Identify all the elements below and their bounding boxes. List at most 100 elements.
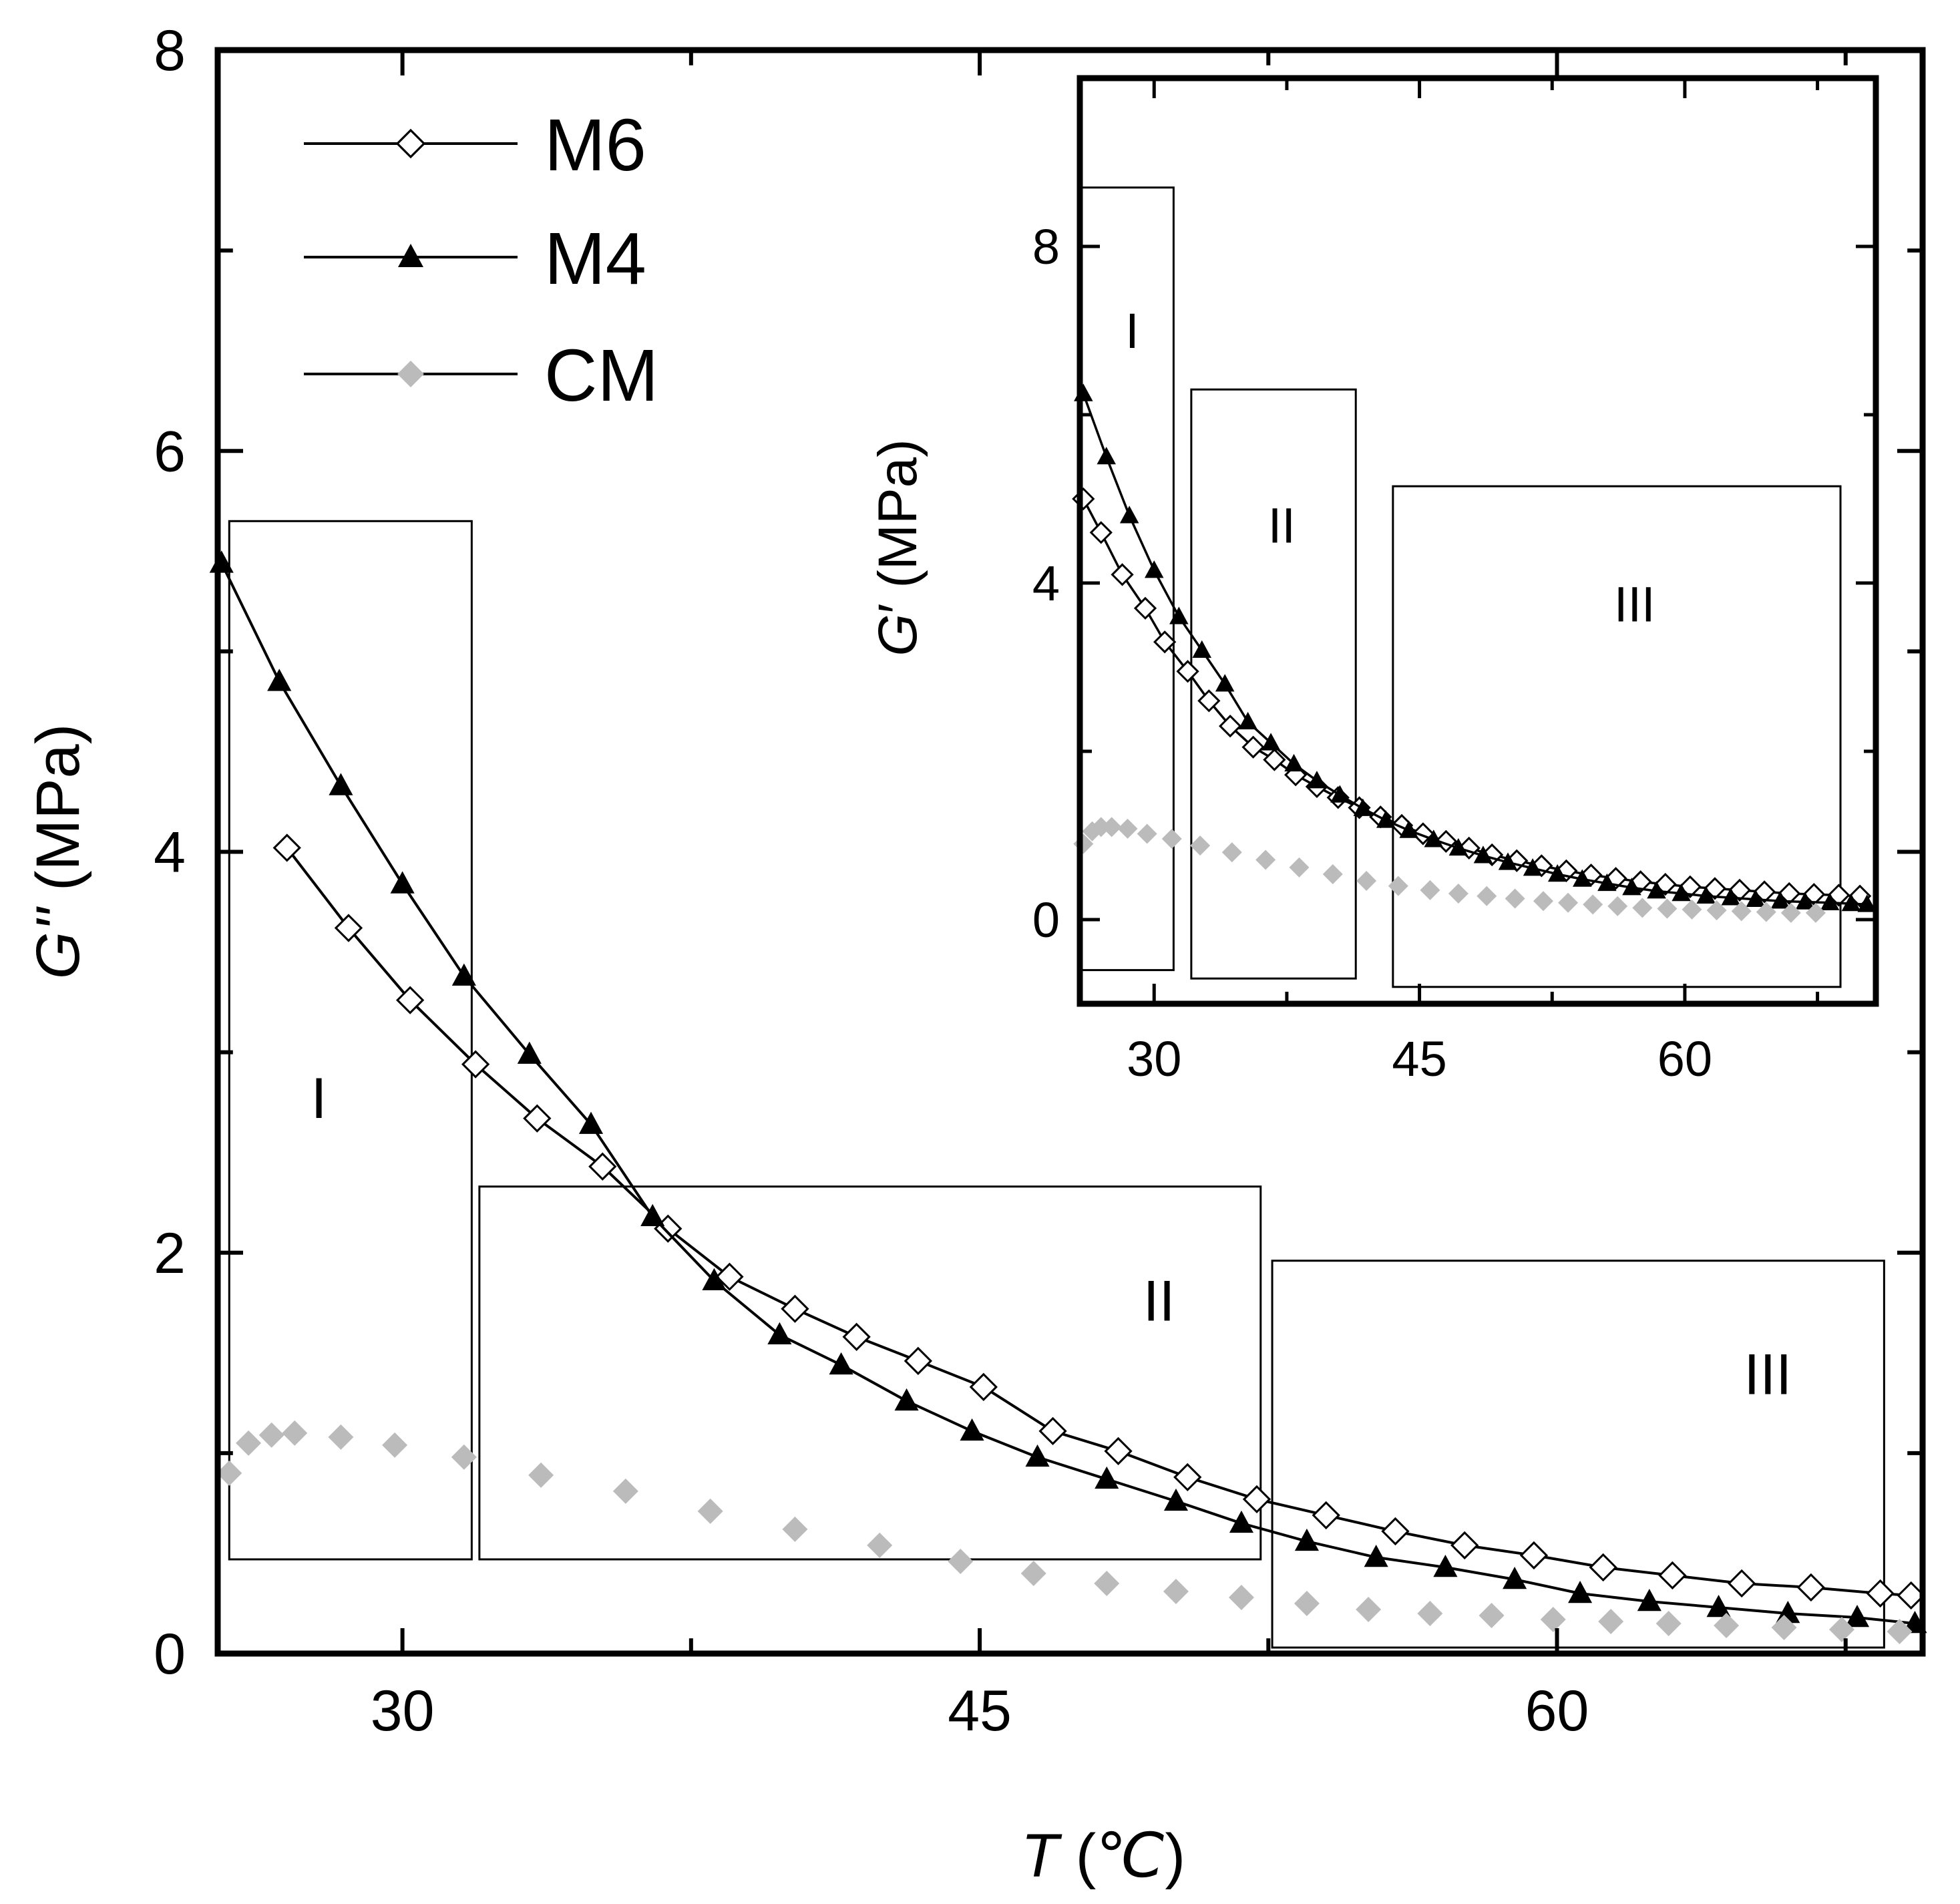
inset-data-point-m6: [1111, 563, 1134, 586]
inset-data-point-cm: [1706, 900, 1727, 921]
inset-data-point-cm: [1657, 898, 1678, 919]
inset-series-m4: [1074, 383, 1877, 912]
main-data-point-cm: [1714, 1612, 1740, 1638]
inset-data-point-cm: [1583, 894, 1603, 915]
inset-data-point-m4: [1399, 820, 1418, 838]
main-series-m4: [209, 550, 1927, 1634]
inset-data-point-m6: [1133, 596, 1157, 620]
inset-data-point-cm: [1101, 817, 1122, 837]
inset-data-point-m4: [1424, 829, 1444, 847]
main-y-tick-label: 6: [154, 419, 186, 484]
main-series-m6: [272, 833, 1925, 1610]
main-series: [209, 550, 1927, 1644]
main-data-point-m4: [702, 1268, 727, 1291]
main-data-point-m4: [451, 963, 476, 986]
inset-data-point-m6: [1089, 521, 1113, 544]
legend-label-m6: M6: [544, 104, 646, 186]
inset-data-point-m6: [1219, 715, 1242, 738]
main-data-point-m4: [1706, 1594, 1731, 1617]
inset-y-tick-label: 4: [1032, 556, 1060, 611]
main-data-point-cm: [1094, 1570, 1120, 1596]
legend-marker-m4: [398, 244, 423, 267]
main-data-point-m4: [894, 1388, 919, 1411]
main-data-point-cm: [1417, 1600, 1443, 1626]
inset-data-point-cm: [1322, 864, 1343, 884]
legend-entry-cm: CM: [304, 335, 658, 417]
inset-data-point-m4: [1238, 711, 1257, 730]
legend-entry-m4: M4: [304, 218, 646, 300]
main-data-point-cm: [1540, 1606, 1566, 1632]
inset-data-point-m4: [1376, 810, 1396, 828]
main-data-point-cm: [1828, 1616, 1854, 1642]
inset-data-point-m4: [1145, 560, 1164, 578]
inset-data-point-cm: [1091, 817, 1111, 837]
main-data-point-m4: [1503, 1566, 1527, 1589]
main-data-point-m4: [640, 1203, 665, 1226]
inset-data-point-m4: [1192, 640, 1212, 658]
main-data-point-m6: [1658, 1561, 1687, 1590]
main-data-point-m6: [1242, 1485, 1271, 1514]
inset-x-tick-label: 60: [1657, 1031, 1712, 1087]
main-data-point-m6: [1897, 1581, 1925, 1610]
inset-data-point-m4: [1547, 864, 1567, 882]
main-data-point-cm: [282, 1420, 308, 1446]
main-data-point-m6: [1381, 1517, 1410, 1546]
inset-data-point-cm: [1356, 871, 1377, 892]
inset-region-box-iii: [1392, 485, 1842, 988]
inset-data-point-m4: [1841, 894, 1861, 912]
main-data-point-m6: [272, 833, 301, 862]
inset-data-point-cm: [1448, 883, 1468, 904]
inset-data-point-cm: [1477, 886, 1497, 906]
main-region-label-i: I: [311, 1067, 327, 1131]
main-data-point-cm: [258, 1422, 284, 1448]
inset-series: [1072, 383, 1877, 923]
inset-data-point-cm: [1558, 892, 1579, 913]
main-x-tick-label: 60: [1525, 1679, 1589, 1743]
inset-region-label-i: I: [1125, 303, 1139, 359]
main-data-point-m4: [960, 1418, 984, 1441]
inset-data-point-m4: [1597, 873, 1617, 892]
main-y-tick-label: 2: [154, 1221, 186, 1286]
inset-data-point-m4: [1307, 771, 1327, 789]
inset-data-point-m4: [1857, 894, 1877, 912]
main-data-point-m6: [1038, 1416, 1067, 1446]
inset-data-point-cm: [1607, 896, 1628, 916]
main-data-point-cm: [1163, 1578, 1189, 1604]
inset-data-point-m4: [1672, 883, 1691, 902]
main-data-point-cm: [528, 1462, 554, 1488]
inset-data-point-m4: [1284, 753, 1304, 772]
inset-y-axis-title: G′ (MPa): [867, 439, 928, 656]
inset-x-tick-label: 45: [1392, 1031, 1446, 1087]
main-data-point-m4: [1095, 1466, 1119, 1489]
inset-data-point-cm: [1388, 876, 1408, 896]
inset-data-point-m4: [1473, 845, 1493, 864]
main-data-point-cm: [948, 1548, 974, 1574]
inset-data-point-m6: [1153, 630, 1177, 654]
main-data-point-m6: [1173, 1463, 1202, 1492]
main-data-point-cm: [1479, 1602, 1505, 1628]
main-data-point-m6: [588, 1152, 617, 1181]
legend-label-cm: CM: [544, 335, 658, 417]
inset-data-point-cm: [1780, 902, 1801, 923]
inset-data-point-cm: [1420, 880, 1440, 900]
main-data-point-m6: [1589, 1553, 1617, 1582]
inset-data-point-m4: [1261, 733, 1281, 751]
main-data-point-m6: [715, 1262, 744, 1291]
main-x-tick-label: 30: [371, 1679, 435, 1743]
inset-data-point-cm: [1190, 835, 1211, 856]
inset-data-point-cm: [1221, 842, 1242, 863]
inset-background: [1076, 75, 1878, 1004]
inset-data-point-cm: [1289, 857, 1310, 878]
main-data-point-m6: [969, 1372, 998, 1401]
main-data-point-m6: [1866, 1579, 1895, 1608]
inset-region-label-ii: II: [1268, 498, 1296, 554]
y-axis-title: G'' (MPa): [24, 724, 92, 980]
main-data-point-m6: [1450, 1531, 1479, 1560]
inset-data-point-m4: [1820, 892, 1840, 911]
inset-series-cm: [1073, 817, 1826, 923]
inset-data-point-cm: [1255, 849, 1276, 870]
main-regions: [228, 520, 1885, 1649]
